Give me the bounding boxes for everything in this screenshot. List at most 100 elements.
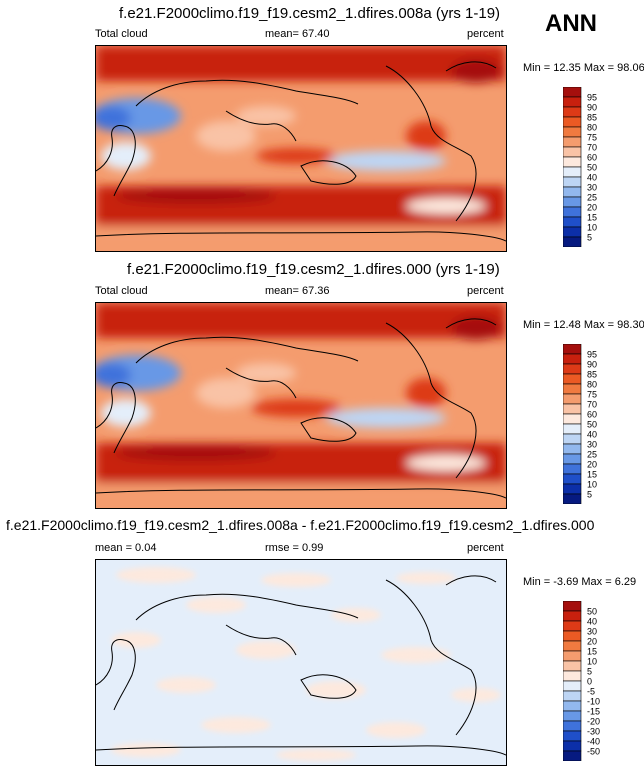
colorbar-tick-label: 10 (587, 657, 597, 667)
colorbar-tick-label: 50 (587, 163, 597, 173)
colorbar-swatch (563, 453, 582, 465)
colorbar-tick-label: -20 (587, 717, 600, 727)
panel-1-title: f.e21.F2000climo.f19_f19.cesm2_1.dfires.… (119, 5, 501, 22)
colorbar-swatch (563, 156, 582, 168)
colorbar-tick-label: 20 (587, 460, 597, 470)
colorbar-tick-label: -30 (587, 727, 600, 737)
colorbar-swatch (563, 363, 582, 375)
panel-1-variable-label: Total cloud (95, 28, 148, 40)
colorbar-tick-label: 90 (587, 360, 597, 370)
colorbar-swatch (563, 146, 582, 158)
colorbar-tick-label: 30 (587, 627, 597, 637)
colorbar-swatch (563, 680, 582, 692)
colorbar-tick-label: 30 (587, 183, 597, 193)
colorbar-tick-label: 80 (587, 380, 597, 390)
panel-2-units-label: percent (467, 285, 504, 297)
colorbar-tick-label: 85 (587, 370, 597, 380)
colorbar-tick-label: 95 (587, 350, 597, 360)
colorbar-swatch (563, 750, 582, 761)
panel-3-map (95, 559, 507, 766)
colorbar-swatch (563, 630, 582, 642)
colorbar-swatch (563, 393, 582, 405)
colorbar-tick-label: 50 (587, 607, 597, 617)
panel-2-variable-label: Total cloud (95, 285, 148, 297)
colorbar-tick-label: 60 (587, 153, 597, 163)
colorbar-swatch (563, 720, 582, 732)
colorbar-tick-label: 40 (587, 617, 597, 627)
panel-3-units-label: percent (467, 542, 504, 554)
colorbar-swatch (563, 700, 582, 712)
colorbar-tick-label: 15 (587, 470, 597, 480)
colorbar-swatch (563, 443, 582, 455)
colorbar-swatch (563, 373, 582, 385)
colorbar-tick-label: 15 (587, 213, 597, 223)
colorbar-swatch (563, 610, 582, 622)
colorbar-swatch (563, 433, 582, 445)
colorbar-tick-label: 5 (587, 233, 592, 243)
panel-3-minmax: Min = -3.69 Max = 6.29 (523, 576, 637, 588)
colorbar-tick-label: 60 (587, 410, 597, 420)
colorbar-swatch (563, 483, 582, 495)
colorbar-tick-label: 20 (587, 637, 597, 647)
colorbar-tick-label: 90 (587, 103, 597, 113)
colorbar-tick-label: 15 (587, 647, 597, 657)
colorbar-swatch (563, 196, 582, 208)
season-label: ANN (545, 10, 597, 37)
colorbar-tick-label: 5 (587, 490, 592, 500)
colorbar-swatch (563, 740, 582, 752)
colorbar-swatch (563, 226, 582, 238)
colorbar-swatch (563, 473, 582, 485)
colorbar-swatch (563, 730, 582, 742)
colorbar-swatch (563, 463, 582, 475)
colorbar-tick-label: 40 (587, 173, 597, 183)
colorbar-swatch (563, 601, 582, 612)
colorbar-swatch (563, 106, 582, 118)
panel-2-map (95, 302, 507, 509)
colorbar-swatch (563, 640, 582, 652)
colorbar-swatch (563, 690, 582, 702)
colorbar-tick-label: 80 (587, 123, 597, 133)
colorbar-swatch (563, 353, 582, 365)
colorbar-swatch (563, 403, 582, 415)
colorbar-swatch (563, 383, 582, 395)
colorbar-tick-label: 0 (587, 677, 592, 687)
colorbar-tick-label: 40 (587, 430, 597, 440)
colorbar-swatch (563, 493, 582, 504)
colorbar-swatch (563, 620, 582, 632)
colorbar-tick-label: 10 (587, 223, 597, 233)
colorbar-tick-label: 20 (587, 203, 597, 213)
panel-2-colorbar: 95 90 85 80 75 70 60 50 40 30 25 20 15 10 5 (563, 344, 643, 504)
colorbar-tick-label: 25 (587, 450, 597, 460)
colorbar-swatch (563, 136, 582, 148)
colorbar-swatch (563, 87, 582, 98)
panel-3-title: f.e21.F2000climo.f19_f19.cesm2_1.dfires.… (6, 517, 595, 533)
colorbar-swatch (563, 116, 582, 128)
colorbar-swatch (563, 344, 582, 355)
panel-1-units-label: percent (467, 28, 504, 40)
colorbar-swatch (563, 186, 582, 198)
colorbar-tick-label: 85 (587, 113, 597, 123)
colorbar-tick-label: 50 (587, 420, 597, 430)
panel-1-mean-label: mean= 67.40 (265, 28, 330, 40)
colorbar-swatch (563, 236, 582, 247)
panel-3-rmse-label: rmse = 0.99 (265, 542, 324, 554)
colorbar-tick-label: 70 (587, 143, 597, 153)
colorbar-swatch (563, 216, 582, 228)
colorbar-tick-label: 75 (587, 133, 597, 143)
colorbar-tick-label: -5 (587, 687, 595, 697)
colorbar-swatch (563, 96, 582, 108)
colorbar-tick-label: 25 (587, 193, 597, 203)
colorbar-swatch (563, 423, 582, 435)
colorbar-swatch (563, 206, 582, 218)
panel-3-mean-label: mean = 0.04 (95, 542, 157, 554)
colorbar-tick-label: -15 (587, 707, 600, 717)
panel-2-title: f.e21.F2000climo.f19_f19.cesm2_1.dfires.… (127, 261, 500, 278)
colorbar-swatch (563, 670, 582, 682)
panel-1-minmax: Min = 12.35 Max = 98.06 (523, 62, 644, 74)
colorbar-swatch (563, 166, 582, 178)
colorbar-tick-label: -10 (587, 697, 600, 707)
colorbar-tick-label: 10 (587, 480, 597, 490)
panel-2-minmax: Min = 12.48 Max = 98.30 (523, 319, 644, 331)
colorbar-tick-label: 75 (587, 390, 597, 400)
colorbar-swatch (563, 176, 582, 188)
